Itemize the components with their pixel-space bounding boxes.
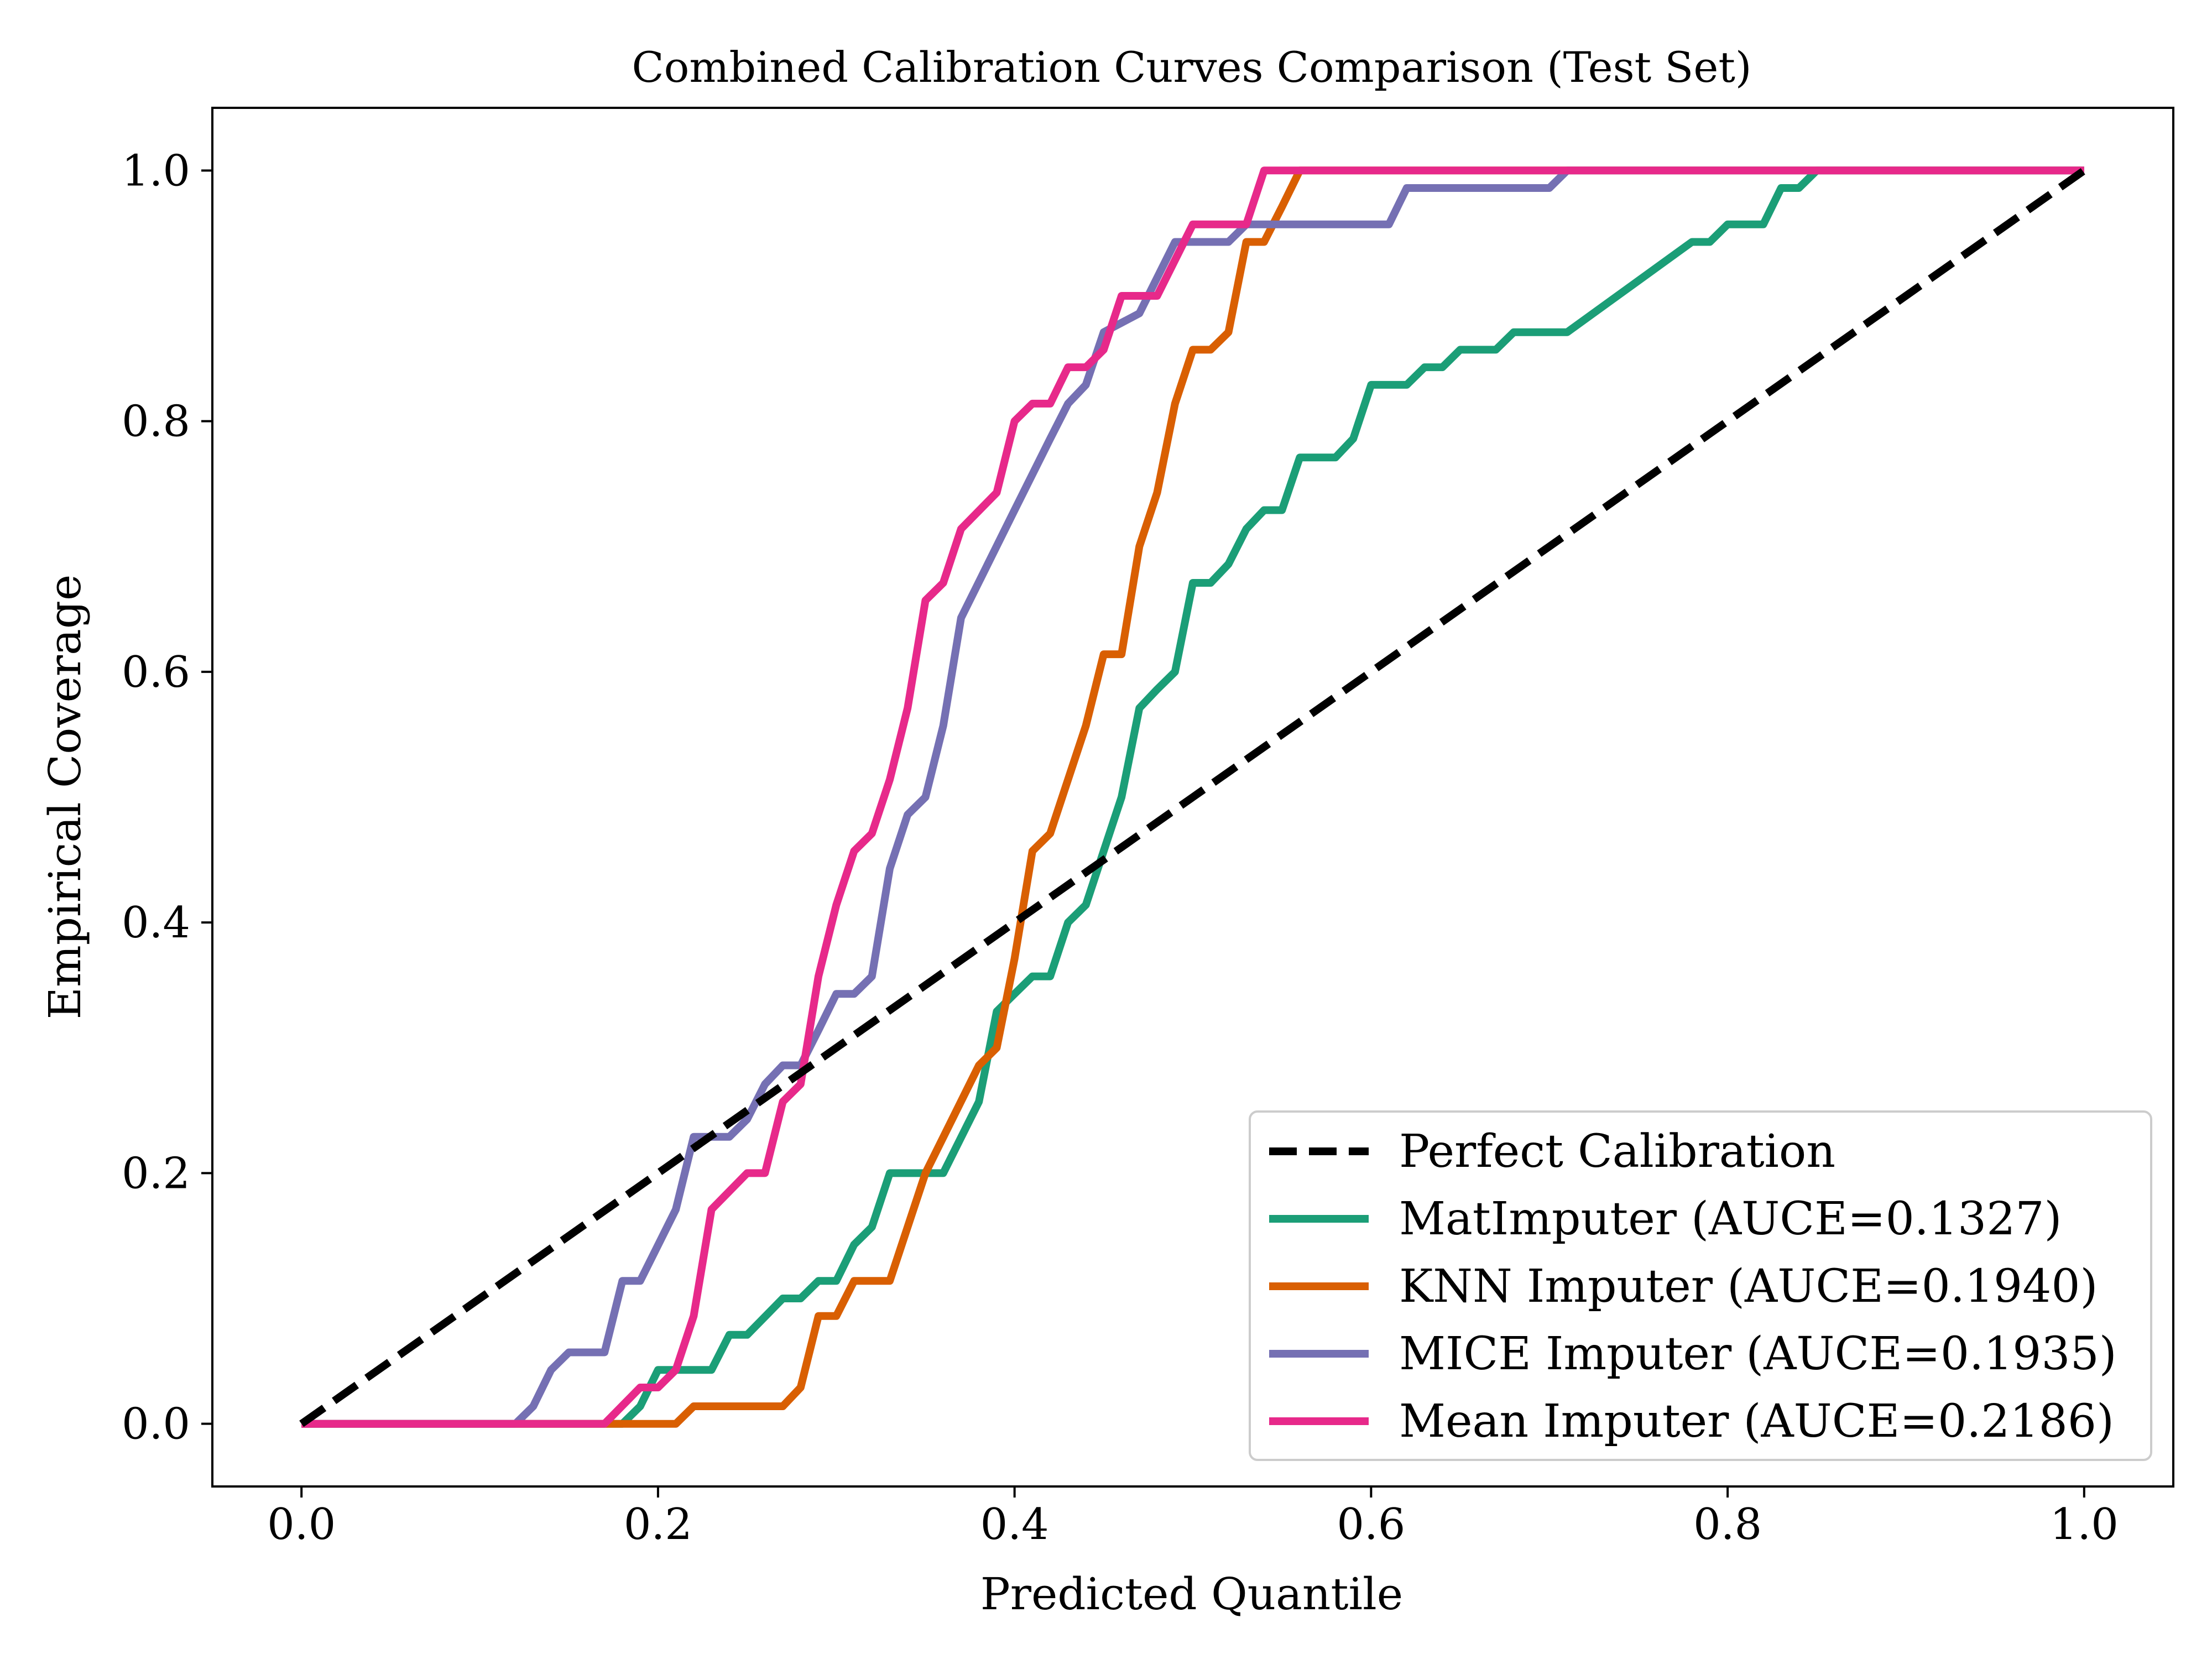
y-axis: 0.0 0.2 0.4 0.6 0.8 1.0 — [122, 146, 212, 1449]
chart-title: Combined Calibration Curves Comparison (… — [632, 43, 1751, 92]
legend-label-mean-imputer: Mean Imputer (AUCE=0.2186) — [1399, 1395, 2114, 1448]
axes-frame — [211, 107, 2174, 1488]
legend-box — [1249, 1110, 2152, 1461]
x-tick-label: 0.6 — [1337, 1500, 1405, 1550]
x-tick-label: 0.2 — [624, 1500, 692, 1550]
y-tick-label: 0.4 — [122, 898, 190, 948]
legend: Perfect Calibration MatImputer (AUCE=0.13… — [1249, 1110, 2152, 1461]
matimputer-line — [301, 166, 2084, 1428]
x-axis-label: Predicted Quantile — [980, 1568, 1403, 1620]
x-tick-label: 1.0 — [2050, 1500, 2119, 1550]
mean-imputer-line — [301, 166, 2084, 1428]
y-axis-label: Empirical Coverage — [39, 575, 91, 1020]
legend-label-perfect-calibration: Perfect Calibration — [1399, 1125, 1835, 1178]
x-tick-label: 0.0 — [267, 1500, 336, 1550]
knn-imputer-line — [301, 166, 2084, 1428]
perfect-calibration-line — [299, 167, 2086, 1427]
legend-label-mice-imputer: MICE Imputer (AUCE=0.1935) — [1399, 1328, 2117, 1380]
x-tick-label: 0.4 — [980, 1500, 1049, 1550]
y-tick-label: 0.2 — [122, 1149, 190, 1198]
y-tick-label: 0.8 — [122, 397, 190, 447]
legend-label-matimputer: MatImputer (AUCE=0.1327) — [1399, 1193, 2062, 1245]
x-tick-label: 0.8 — [1693, 1500, 1762, 1550]
plot-area — [299, 166, 2086, 1428]
x-axis: 0.0 0.2 0.4 0.6 0.8 1.0 — [267, 1486, 2119, 1550]
y-tick-label: 0.6 — [122, 648, 190, 697]
mice-imputer-line — [301, 166, 2084, 1428]
y-tick-label: 0.0 — [122, 1400, 190, 1449]
y-tick-label: 1.0 — [122, 146, 190, 196]
legend-label-knn-imputer: KNN Imputer (AUCE=0.1940) — [1399, 1260, 2098, 1313]
